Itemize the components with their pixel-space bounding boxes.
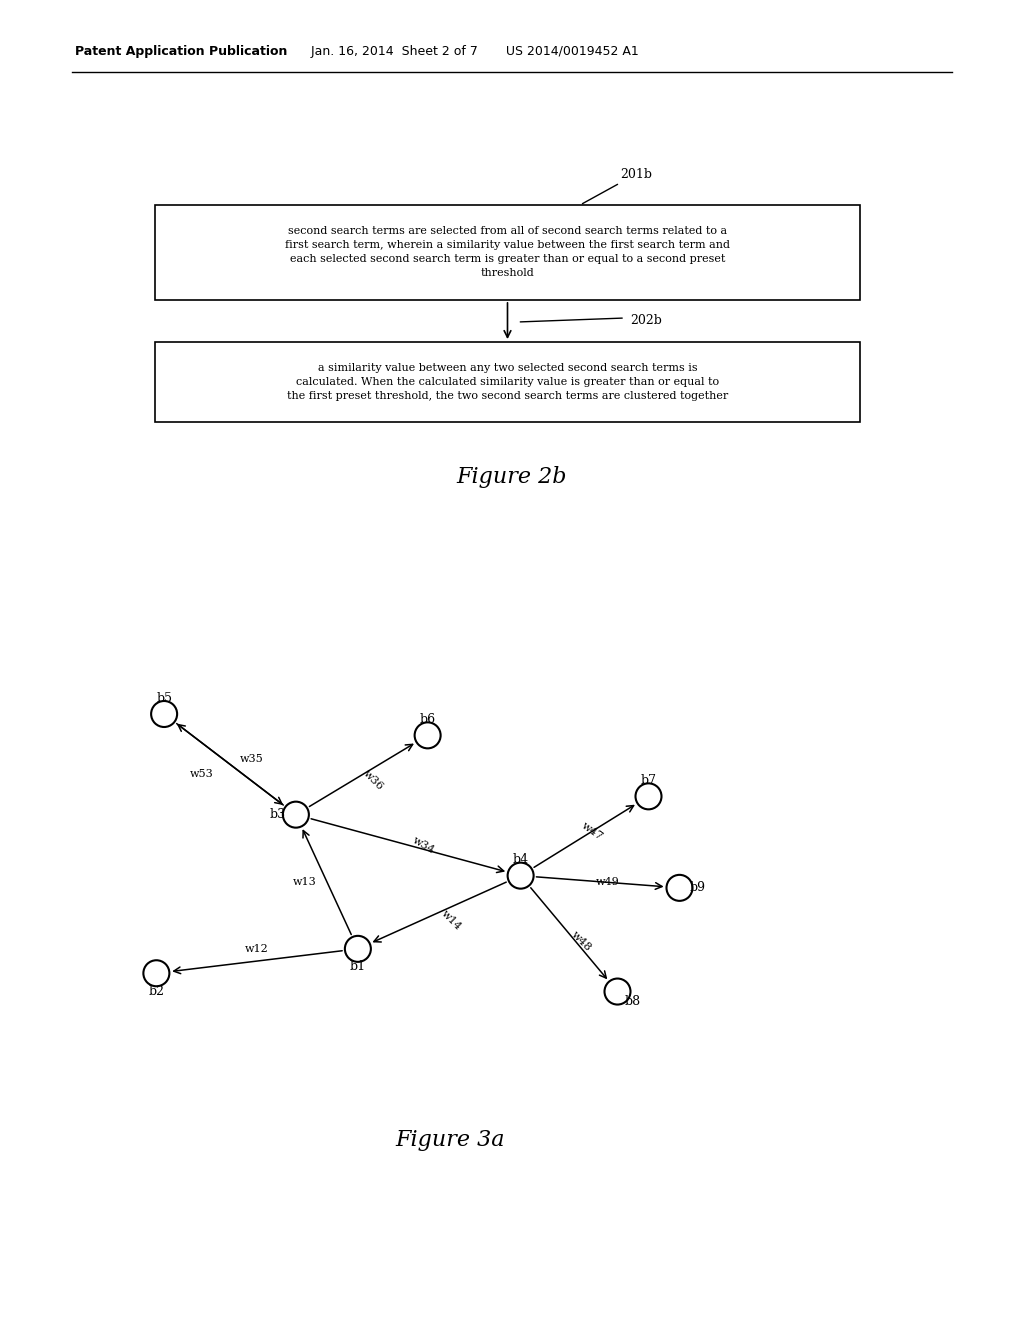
Text: w14: w14 [439,908,463,932]
Circle shape [345,936,371,962]
Bar [155,342,860,422]
Text: b9: b9 [689,882,706,895]
Circle shape [152,701,177,727]
Text: b6: b6 [420,713,435,726]
Text: b2: b2 [148,985,165,998]
Text: b1: b1 [350,961,366,973]
Text: w35: w35 [240,754,264,764]
Text: Figure 2b: Figure 2b [457,466,567,488]
Circle shape [283,801,309,828]
Text: 202b: 202b [630,314,662,326]
Text: w13: w13 [293,876,316,887]
Text: 201b: 201b [620,169,652,181]
Bar [155,205,860,300]
Text: b7: b7 [640,774,656,787]
Text: Jan. 16, 2014  Sheet 2 of 7       US 2014/0019452 A1: Jan. 16, 2014 Sheet 2 of 7 US 2014/00194… [295,45,639,58]
Text: a similarity value between any two selected second search terms is
calculated. W: a similarity value between any two selec… [287,363,728,401]
Circle shape [508,863,534,888]
Text: Patent Application Publication: Patent Application Publication [75,45,288,58]
Circle shape [604,978,631,1005]
Text: b5: b5 [156,692,172,705]
Text: b4: b4 [513,853,528,866]
Text: Figure 3a: Figure 3a [395,1129,505,1151]
Text: w47: w47 [580,820,605,842]
Circle shape [415,722,440,748]
Circle shape [667,875,692,900]
Text: w53: w53 [190,770,214,779]
Circle shape [636,783,662,809]
Text: w36: w36 [361,768,386,792]
Circle shape [143,960,169,986]
Text: b8: b8 [625,995,641,1008]
Text: w48: w48 [569,929,593,953]
Text: b3: b3 [269,808,286,821]
Text: second search terms are selected from all of second search terms related to a
fi: second search terms are selected from al… [285,227,730,279]
Text: w12: w12 [246,944,269,954]
Text: w34: w34 [411,834,436,855]
Text: w49: w49 [596,876,620,887]
